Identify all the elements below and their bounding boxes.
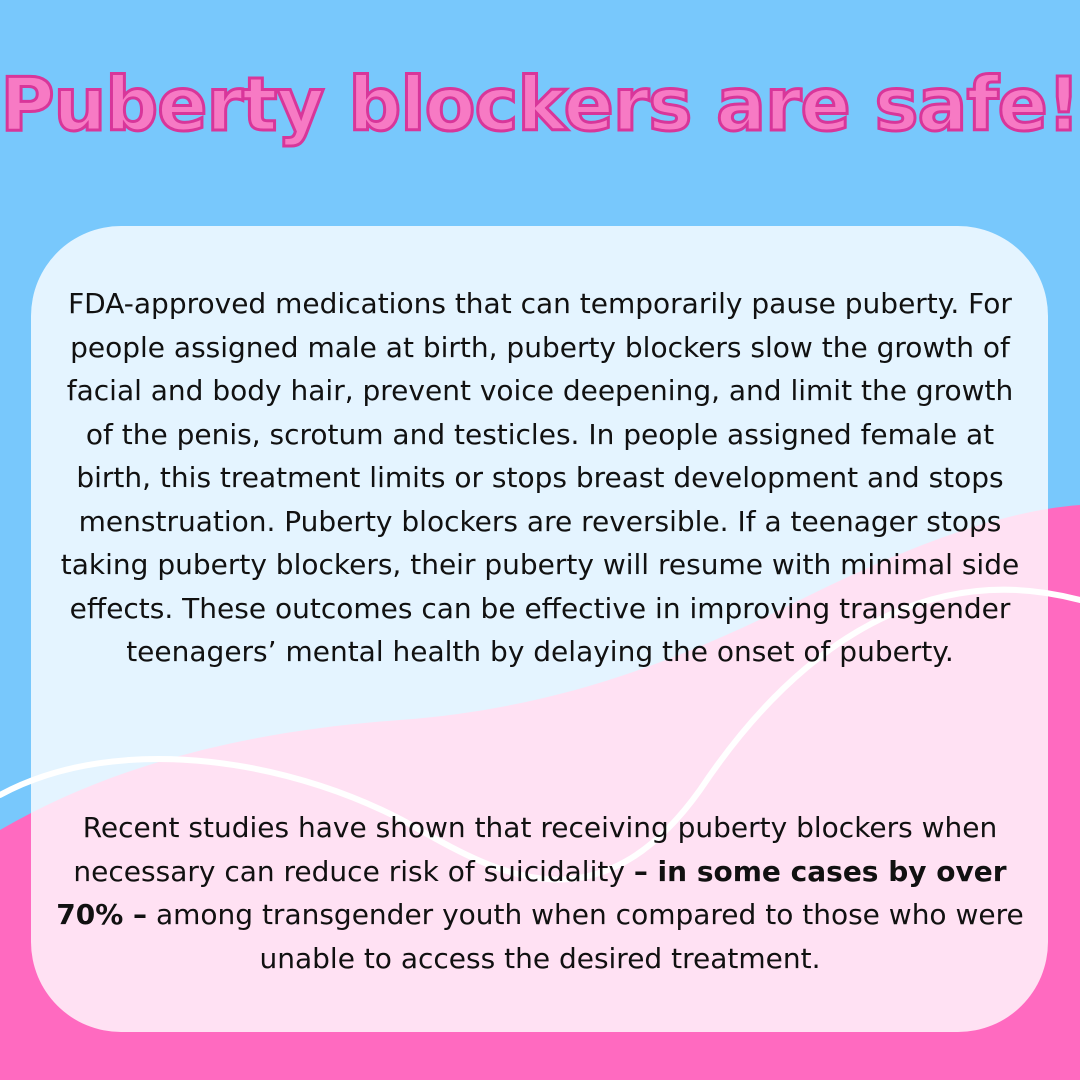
page-title: Puberty blockers are safe!	[0, 61, 1080, 150]
paragraph-two-text-before: Recent studies have shown that receiving…	[73, 811, 998, 888]
paragraph-one: FDA-approved medications that can tempor…	[60, 287, 1020, 668]
paragraph-two-text-after: among transgender youth when compared to…	[147, 898, 1024, 975]
paragraph-two: Recent studies have shown that receiving…	[50, 806, 1030, 980]
paragraph-two-bold-highlight: – in some cases by over 70% –	[56, 854, 1007, 932]
content-card	[31, 226, 1048, 1032]
